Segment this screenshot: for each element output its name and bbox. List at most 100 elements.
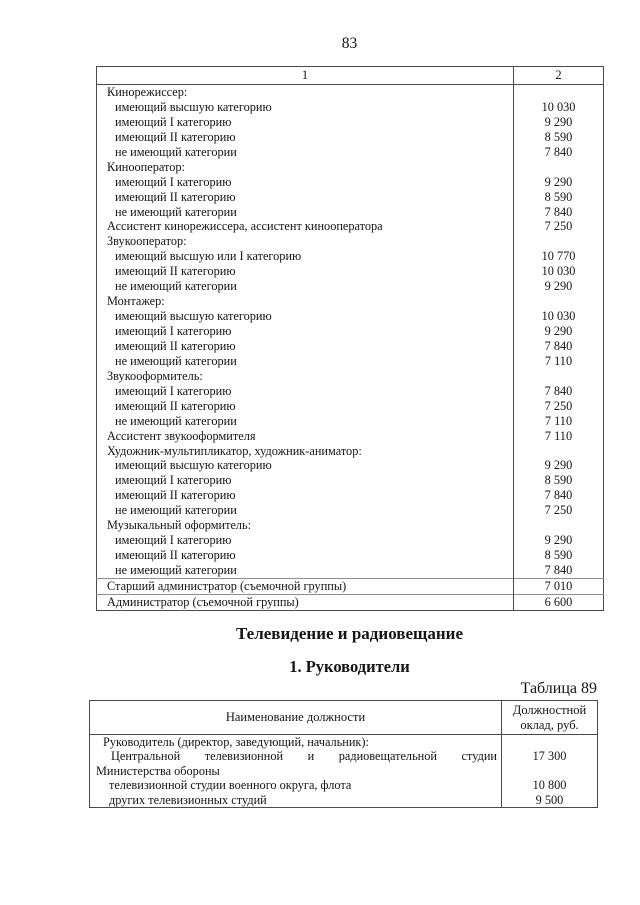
- salary-value: 7 840: [513, 144, 604, 160]
- section-subheading: 1. Руководители: [289, 657, 410, 676]
- salary-value: 9 290: [513, 279, 604, 295]
- salary-value: [513, 84, 604, 100]
- salary-value: 7 840: [513, 338, 604, 354]
- table-row: имеющий I категорию 9 290: [97, 174, 604, 190]
- table-row: Монтажер:: [97, 294, 604, 310]
- position-label: не имеющий категории: [115, 353, 237, 368]
- salary-value: 10 030: [513, 309, 604, 324]
- position-label: имеющий II категорию: [115, 338, 236, 353]
- salary-value: [513, 234, 604, 250]
- table-row: Кинооператор:: [97, 159, 604, 175]
- table-row: Старший администратор (съемочной группы)…: [96, 577, 604, 595]
- table-row: не имеющий категории 9 290: [97, 279, 604, 295]
- salary-value: 10 800: [501, 778, 598, 793]
- position-label: не имеющий категории: [115, 279, 237, 294]
- position-label: имеющий высшую категорию: [115, 458, 272, 473]
- position-label: не имеющий категории: [115, 144, 237, 159]
- table-row: имеющий высшую категорию 10 030: [97, 309, 604, 324]
- position-label: не имеющий категории: [115, 503, 237, 518]
- table-row: имеющий II категорию 7 250: [97, 398, 604, 414]
- salary-value: [513, 294, 604, 310]
- position-label: Администратор (съемочной группы): [96, 593, 514, 611]
- salary-value: 7 010: [513, 577, 604, 595]
- position-label: имеющий II категорию: [115, 129, 236, 144]
- position-label: имеющий II категорию: [115, 488, 236, 503]
- position-label: имеющий II категорию: [115, 189, 236, 204]
- table-row: имеющий II категорию 8 590: [97, 189, 604, 205]
- column-header-2: 2: [513, 66, 604, 85]
- salary-value: 7 840: [513, 383, 604, 399]
- position-label: других телевизионных студий: [109, 792, 267, 807]
- table-row: имеющий I категорию 9 290: [97, 533, 604, 549]
- salary-value: 10 030: [513, 264, 604, 280]
- table-row: не имеющий категории 7 840: [97, 563, 604, 579]
- position-label: Ассистент кинорежиссера, ассистент киноо…: [107, 219, 383, 234]
- table-row: имеющий II категорию 10 030: [97, 264, 604, 280]
- table-row: не имеющий категории 7 110: [97, 353, 604, 369]
- position-label: Ассистент звукооформителя: [107, 428, 256, 443]
- salary-value: 10 030: [513, 99, 604, 115]
- salary-value: 9 290: [513, 114, 604, 130]
- table-row: Кинорежиссер:: [97, 84, 604, 100]
- table-row: других телевизионных студий 9 500: [90, 792, 598, 808]
- table-row: не имеющий категории 7 840: [97, 204, 604, 220]
- position-column-header: Наименование должности: [89, 700, 502, 735]
- position-label: имеющий II категорию: [115, 264, 236, 279]
- salary-value: 6 600: [513, 593, 604, 611]
- position-label: имеющий I категорию: [115, 114, 232, 129]
- table-row: Ассистент кинорежиссера, ассистент киноо…: [97, 219, 604, 235]
- position-label: телевизионной студии военного округа, фл…: [109, 778, 352, 793]
- position-label: имеющий высшую категорию: [115, 99, 272, 114]
- position-label: Монтажер:: [107, 294, 165, 309]
- position-label: имеющий I категорию: [115, 383, 232, 398]
- salary-value: [513, 443, 604, 459]
- position-label: Звукооформитель:: [107, 368, 203, 383]
- position-label: имеющий I категорию: [115, 324, 232, 338]
- position-label: Руководитель (директор, заведующий, нача…: [103, 735, 369, 749]
- table-row: имеющий II категорию 8 590: [97, 129, 604, 145]
- table-row: имеющий I категорию 7 840: [97, 383, 604, 399]
- table-row: имеющий I категорию 9 290: [97, 114, 604, 130]
- position-label: имеющий высшую или I категорию: [115, 249, 302, 264]
- salary-value: [513, 159, 604, 175]
- page-number: 83: [341, 35, 358, 52]
- position-label: Кинооператор:: [107, 159, 185, 174]
- table-row: Музыкальный оформитель:: [97, 518, 604, 534]
- position-label: не имеющий категории: [115, 563, 237, 577]
- position-label: не имеющий категории: [115, 413, 237, 428]
- table-row: телевизионной студии военного округа, фл…: [90, 778, 598, 793]
- salary-value: 7 840: [513, 204, 604, 220]
- position-label: Старший администратор (съемочной группы): [96, 577, 514, 595]
- table-row: имеющий высшую категорию 9 290: [97, 458, 604, 474]
- position-label: Кинорежиссер:: [107, 85, 188, 99]
- table-row: имеющий II категорию 7 840: [97, 338, 604, 354]
- position-label: имеющий I категорию: [115, 473, 232, 488]
- column-header-1: 1: [96, 66, 514, 85]
- position-label: Центральной телевизионной и радиовещател…: [90, 749, 502, 778]
- salary-value: 8 590: [513, 548, 604, 563]
- table-row: имеющий высшую или I категорию 10 770: [97, 249, 604, 265]
- position-label: имеющий II категорию: [115, 548, 236, 563]
- position-label: Звукооператор:: [107, 234, 187, 249]
- salary-value: 7 110: [513, 413, 604, 429]
- table-row: Центральной телевизионной и радиовещател…: [90, 749, 598, 779]
- table-header-row: 1 2: [96, 66, 604, 85]
- salary-value: 7 250: [513, 219, 604, 235]
- salary-value: [513, 368, 604, 384]
- table-caption: Таблица 89: [520, 680, 597, 697]
- table-row: имеющий II категорию 8 590: [97, 548, 604, 563]
- salary-value: 7 840: [513, 563, 604, 579]
- salary-value: [501, 734, 598, 750]
- position-label: имеющий I категорию: [115, 174, 232, 189]
- position-label: Музыкальный оформитель:: [107, 518, 252, 533]
- position-label: не имеющий категории: [115, 204, 237, 219]
- salary-value: 7 250: [513, 398, 604, 414]
- salary-grade-table: 1 2 Кинорежиссер: имеющий высшую категор…: [96, 66, 604, 611]
- salary-value: 9 290: [513, 174, 604, 190]
- table-row: Художник-мультипликатор, художник-анимат…: [97, 443, 604, 459]
- table-row: имеющий высшую категорию 10 030: [97, 99, 604, 115]
- position-label: имеющий высшую категорию: [115, 309, 272, 324]
- salary-column-header: Должностной оклад, руб.: [501, 700, 598, 735]
- salary-value: 9 290: [513, 458, 604, 474]
- position-label: имеющий I категорию: [115, 533, 232, 548]
